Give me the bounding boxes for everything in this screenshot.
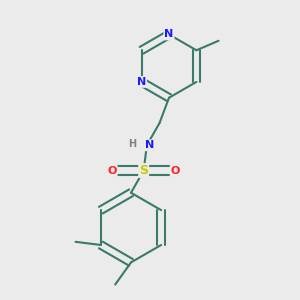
Text: H: H	[128, 139, 136, 149]
Text: O: O	[171, 166, 180, 176]
Text: O: O	[107, 166, 117, 176]
Text: N: N	[164, 29, 174, 39]
Text: S: S	[139, 164, 148, 177]
Text: N: N	[146, 140, 154, 150]
Text: N: N	[137, 77, 146, 87]
